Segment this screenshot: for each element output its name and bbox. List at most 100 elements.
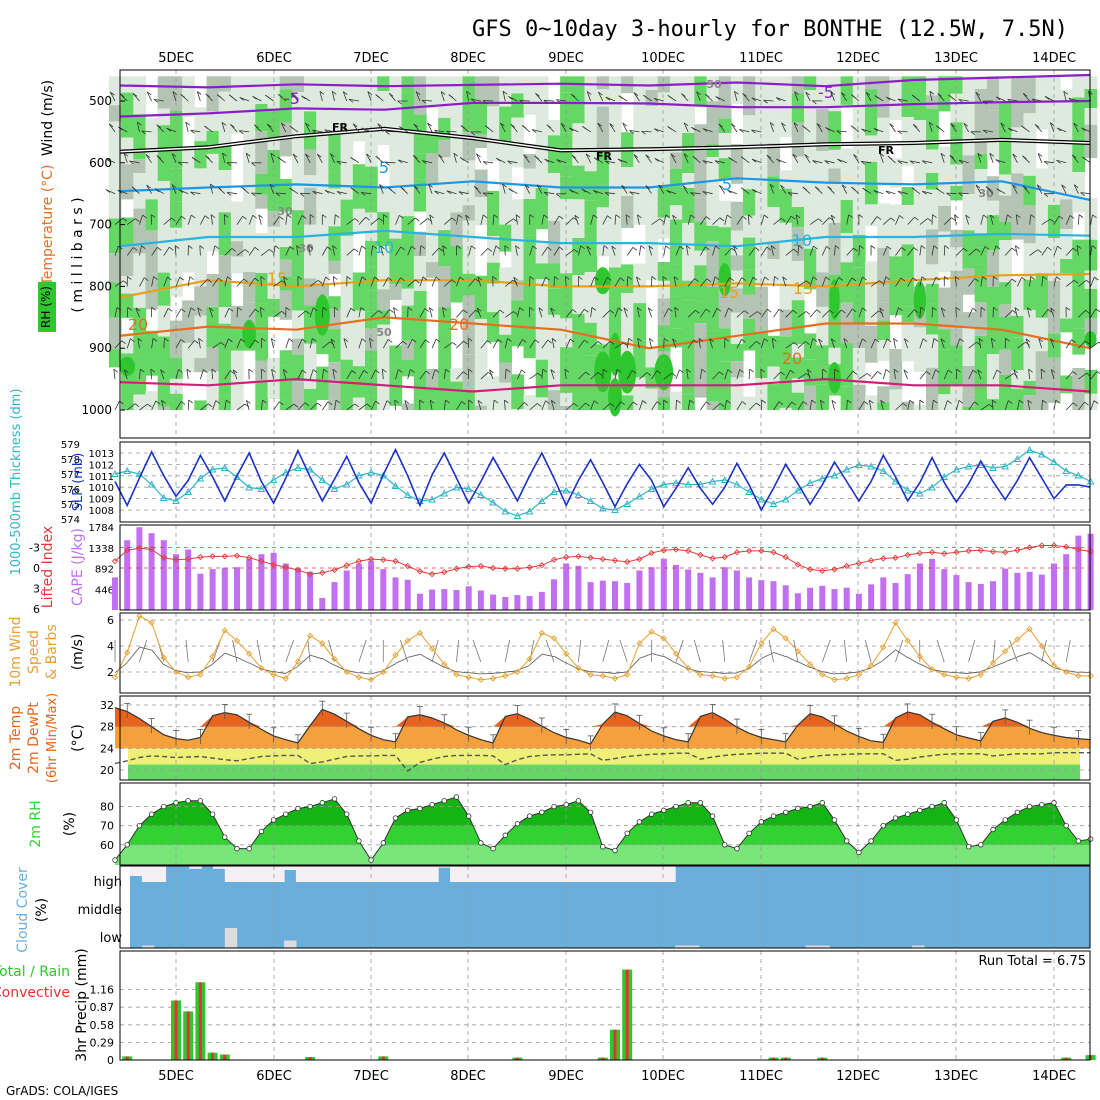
wind-barb-flag (874, 95, 880, 99)
li-marker (502, 565, 509, 572)
wind-barb-flag (189, 276, 194, 280)
wind-barb-flag (922, 160, 927, 165)
wind-barb-flag (309, 214, 315, 218)
wind-barb-flag (468, 368, 473, 373)
wind-barb-flag (181, 308, 186, 313)
wind-barb-flag (228, 307, 234, 312)
wind-barb-flag (278, 94, 283, 98)
wind-barb-flag (739, 129, 744, 133)
wind-barb-flag (351, 370, 357, 374)
thickness-marker (1086, 477, 1095, 485)
wind-barb-flag (958, 99, 963, 103)
wind-barb-flag (816, 309, 821, 314)
rh-marker (344, 811, 350, 817)
wind-barb-flag (584, 339, 589, 344)
wind-barb-flag (805, 280, 811, 285)
wind-barb (221, 122, 226, 133)
wind-barb (781, 122, 787, 133)
rh-shading-cell (889, 76, 903, 121)
rh-marker (831, 817, 838, 823)
high-cloud-gap (224, 866, 238, 882)
wind-barb-flag (841, 184, 847, 189)
wind-barb-flag (958, 399, 964, 404)
rh-shading-cell (718, 158, 732, 180)
wind-barb (943, 217, 952, 225)
wind-barb (983, 129, 994, 133)
wind-barb-flag (709, 338, 714, 342)
wind-barb-flag (980, 306, 986, 311)
rh-shading-cell (584, 120, 598, 147)
wind-barb (658, 184, 665, 194)
wind-barb-flag (880, 400, 885, 404)
wind-barb-flag (260, 276, 265, 280)
rh-shading-cell (487, 122, 500, 143)
contour-label: 5 (722, 175, 732, 194)
rh-shading-cell (767, 118, 781, 144)
high-cloud-gap (130, 866, 143, 876)
wind-barb (736, 310, 745, 318)
thickness-marker (574, 490, 583, 498)
rh-shading-cell (779, 407, 793, 410)
wind-barb (736, 339, 742, 349)
wind-barb-flag (308, 245, 313, 249)
thickness-marker (586, 496, 595, 504)
wind-barb-flag (180, 339, 186, 343)
rh-shading-cell (584, 171, 598, 201)
rh-shading-cell (438, 191, 451, 231)
wind-barb (285, 403, 295, 411)
wind-barb (458, 191, 469, 195)
rh-shading-cell (804, 385, 817, 410)
wind-barb-flag (214, 245, 220, 250)
rh-shading-cell (426, 183, 439, 223)
rh-shading-cell (133, 114, 147, 132)
wind-barb (429, 214, 433, 225)
rh-marker (941, 800, 947, 806)
wind-barb (858, 245, 860, 256)
wind-barb (431, 369, 436, 380)
rh-marker (965, 844, 972, 850)
wind-smooth-line (1066, 670, 1079, 673)
rh-shading-cell (926, 149, 939, 173)
rh-shading-cell (279, 247, 293, 260)
wind-barb-flag (705, 401, 711, 406)
rh-shading-cell (694, 250, 708, 266)
wind-barb (1071, 154, 1079, 164)
high-cloud-gap (544, 866, 558, 882)
rh-shading-cell (157, 217, 171, 253)
wind-barb-flag (739, 369, 744, 373)
temp-tick-label: 32 (100, 699, 114, 712)
wind-barb (175, 369, 179, 380)
wind-barb (419, 308, 426, 318)
rh-shading-cell (157, 168, 171, 182)
wind-barb-flag (224, 214, 229, 218)
surface-wind-barb (675, 639, 684, 663)
rh-shading-cell (450, 212, 464, 246)
wind-barb-flag (301, 95, 306, 100)
cape-bar (185, 549, 192, 610)
wind-smooth-line (322, 658, 335, 666)
rh-shading-cell (1035, 351, 1049, 390)
wind-barb-flag (536, 403, 542, 407)
wind-barb-flag (228, 338, 233, 343)
rh-shading-cell (547, 314, 561, 348)
wind-barb-flag (632, 247, 638, 251)
wind-barb-flag (304, 402, 310, 407)
rh-shading-cell (791, 357, 805, 379)
wind-barb (672, 215, 677, 225)
li-marker (794, 561, 802, 568)
wind-barb-flag (387, 277, 393, 281)
wind-barb-flag (343, 338, 349, 342)
wind-barb-flag (571, 154, 577, 159)
rh-shading-cell (730, 144, 744, 184)
wind-barb-flag (935, 369, 940, 374)
wind-barb-flag (226, 162, 232, 166)
wind-barb-flag (853, 247, 858, 252)
rh-marker (648, 811, 655, 817)
li-marker (904, 551, 911, 559)
rh-shading-cell (816, 241, 829, 273)
wind-barb-flag (428, 184, 433, 188)
wind-barb (236, 278, 244, 287)
wind-barb (492, 309, 501, 318)
rh-shading-cell (986, 200, 1000, 216)
rh-shading-cell (328, 130, 342, 172)
